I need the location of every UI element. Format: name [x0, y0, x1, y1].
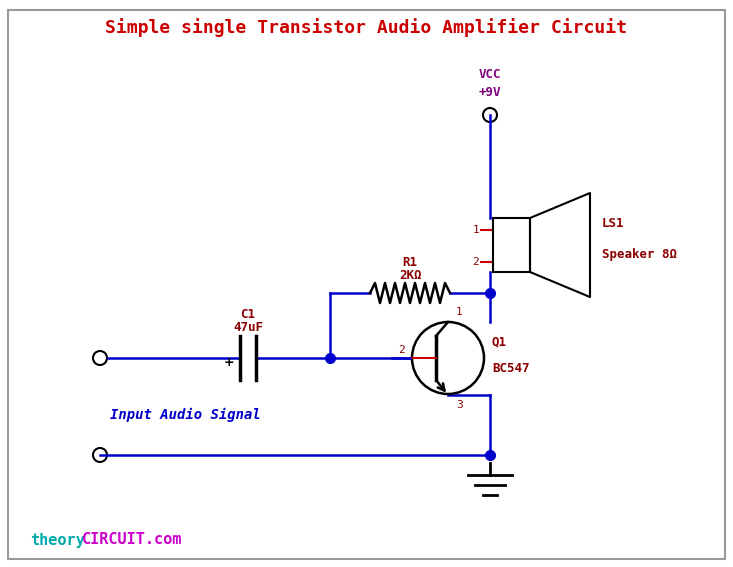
Text: +9V: +9V	[479, 87, 501, 99]
Text: VCC: VCC	[479, 69, 501, 82]
Text: 2: 2	[472, 257, 479, 267]
Text: 1: 1	[456, 307, 463, 317]
Text: theory: theory	[30, 532, 85, 548]
Text: BC547: BC547	[492, 362, 529, 375]
Text: 47uF: 47uF	[233, 321, 263, 334]
Text: 3: 3	[456, 400, 463, 410]
Text: Simple single Transistor Audio Amplifier Circuit: Simple single Transistor Audio Amplifier…	[105, 19, 627, 37]
Text: +: +	[224, 356, 234, 369]
Text: R1: R1	[402, 256, 418, 269]
Text: CIRCUIT.com: CIRCUIT.com	[82, 532, 183, 548]
Text: Q1: Q1	[492, 335, 507, 348]
Bar	[493, 218, 530, 272]
Text: C1: C1	[240, 308, 256, 321]
Text: 2: 2	[398, 345, 405, 355]
Text: LS1: LS1	[602, 217, 625, 230]
Text: Input Audio Signal: Input Audio Signal	[110, 408, 261, 422]
Text: 1: 1	[472, 225, 479, 235]
Polygon shape	[530, 193, 590, 297]
Text: 2KΩ: 2KΩ	[399, 269, 421, 282]
Text: Speaker 8Ω: Speaker 8Ω	[602, 248, 677, 261]
